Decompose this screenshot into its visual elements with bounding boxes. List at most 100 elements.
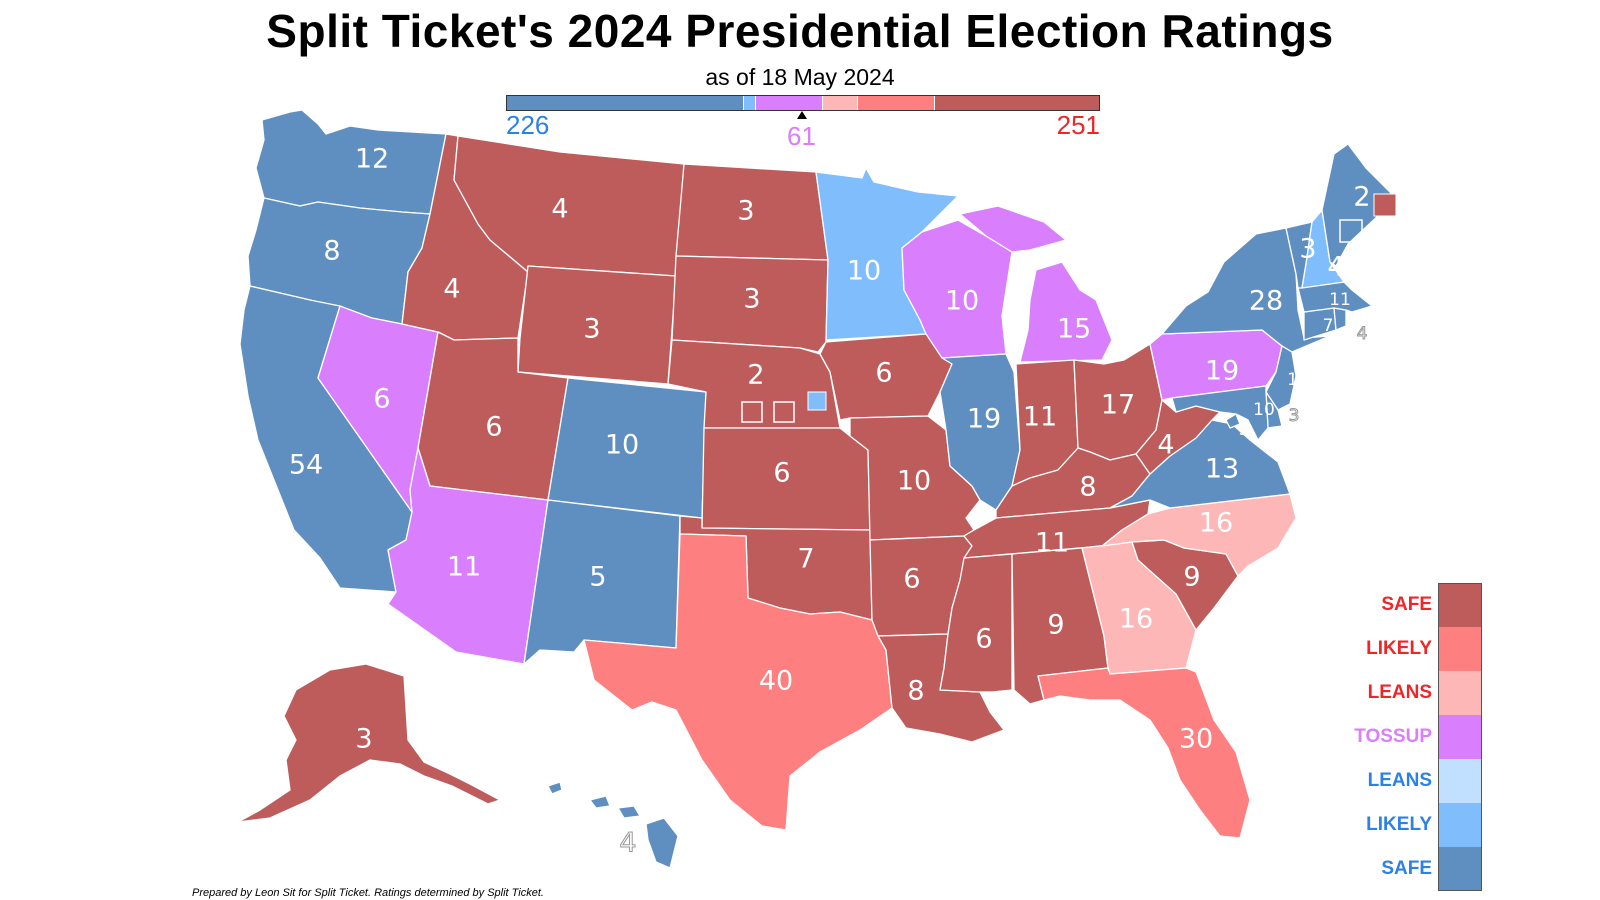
ev-label-wa: 12 xyxy=(355,144,389,175)
ev-label-hi: 4 xyxy=(619,828,636,859)
state-wi[interactable] xyxy=(901,219,1013,359)
ev-label-fl: 30 xyxy=(1179,724,1213,755)
ev-label-nm: 5 xyxy=(589,562,606,593)
ev-label-al: 9 xyxy=(1047,610,1064,641)
ev-label-va: 13 xyxy=(1205,454,1239,485)
ev-label-nh: 4 xyxy=(1327,252,1344,283)
ev-label-wy: 3 xyxy=(583,314,600,345)
ev-label-ma: 11 xyxy=(1329,290,1351,310)
legend-item-likely_d: LIKELY xyxy=(1350,803,1482,847)
legend-label: LIKELY xyxy=(1366,638,1432,659)
ev-label-il: 19 xyxy=(967,404,1001,435)
state-tx[interactable] xyxy=(583,533,893,831)
state-ri[interactable] xyxy=(1333,307,1347,331)
ev-label-id: 4 xyxy=(443,274,460,305)
ev-label-ny: 28 xyxy=(1249,286,1283,317)
ev-label-ar: 6 xyxy=(903,564,920,595)
rep-total: 251 xyxy=(1056,110,1100,140)
legend-swatch xyxy=(1438,583,1482,627)
dem-total: 226 xyxy=(506,110,550,140)
legend-item-tossup: TOSSUP xyxy=(1350,715,1482,759)
state-hi[interactable] xyxy=(547,781,679,869)
state-fl[interactable] xyxy=(1037,667,1251,839)
ev-label-tn: 11 xyxy=(1035,528,1069,559)
bar-segment-safe_r xyxy=(935,96,1099,110)
district-me2[interactable] xyxy=(1373,193,1397,217)
ev-label-mi: 15 xyxy=(1057,314,1091,345)
bar-segment-safe_d xyxy=(507,96,744,110)
ev-label-ia: 6 xyxy=(875,358,892,389)
legend-swatch xyxy=(1438,803,1482,847)
ev-label-mo: 10 xyxy=(897,466,931,497)
legend-item-safe_r: SAFE xyxy=(1350,583,1482,627)
legend-label: TOSSUP xyxy=(1354,726,1432,747)
legend-label: LEANS xyxy=(1367,770,1432,791)
ev-label-ky: 8 xyxy=(1079,472,1096,503)
ev-label-ks: 6 xyxy=(773,458,790,489)
ev-label-or: 8 xyxy=(323,236,340,267)
legend-swatch xyxy=(1438,847,1482,891)
ev-label-la: 8 xyxy=(907,676,924,707)
legend-swatch xyxy=(1438,715,1482,759)
ev-label-ri: 4 xyxy=(1357,324,1368,344)
map-title: Split Ticket's 2024 Presidential Electio… xyxy=(266,5,1334,57)
ev-label-me: 2 xyxy=(1353,182,1370,213)
ev-label-ct: 7 xyxy=(1323,316,1334,336)
state-wa[interactable] xyxy=(255,109,447,215)
ev-label-ga: 16 xyxy=(1119,604,1153,635)
ev-label-ms: 6 xyxy=(975,624,992,655)
electoral-vote-bar xyxy=(506,95,1100,111)
bar-segment-likely_d xyxy=(743,96,756,110)
ev-label-nv: 6 xyxy=(373,384,390,415)
ev-label-ok: 7 xyxy=(797,544,814,575)
ev-label-sd: 3 xyxy=(743,284,760,315)
district-ne2[interactable] xyxy=(807,391,827,411)
ev-label-ne: 2 xyxy=(747,360,764,391)
district-box-ne3 xyxy=(773,401,795,423)
majority-marker-icon xyxy=(797,111,807,119)
bar-segment-likely_r xyxy=(857,96,935,110)
legend-label: LIKELY xyxy=(1366,814,1432,835)
state-ms[interactable] xyxy=(939,553,1013,693)
district-box-ne1 xyxy=(741,401,763,423)
ev-label-wv: 4 xyxy=(1157,430,1174,461)
legend-swatch xyxy=(1438,759,1482,803)
state-nc[interactable] xyxy=(1101,493,1297,577)
legend-item-safe_d: SAFE xyxy=(1350,847,1482,891)
tossup-total: 61 xyxy=(787,121,816,151)
state-ma[interactable] xyxy=(1297,281,1373,313)
ev-label-de: 3 xyxy=(1289,406,1300,426)
ev-label-ak: 3 xyxy=(355,724,372,755)
bar-segment-tossup xyxy=(755,96,823,110)
ev-label-co: 10 xyxy=(605,430,639,461)
legend-item-leans_d: LEANS xyxy=(1350,759,1482,803)
legend-label: SAFE xyxy=(1381,594,1432,615)
ev-label-wi: 10 xyxy=(945,286,979,317)
ev-label-md: 10 xyxy=(1253,400,1275,420)
state-nj[interactable] xyxy=(1265,345,1297,411)
ev-label-vt: 3 xyxy=(1299,234,1316,265)
ev-label-pa: 19 xyxy=(1205,356,1239,387)
legend-item-leans_r: LEANS xyxy=(1350,671,1482,715)
legend-label: LEANS xyxy=(1367,682,1432,703)
ev-label-sc: 9 xyxy=(1183,562,1200,593)
state-ak[interactable] xyxy=(237,663,501,823)
legend-swatch xyxy=(1438,671,1482,715)
ev-label-ut: 6 xyxy=(485,412,502,443)
state-wy[interactable] xyxy=(517,265,677,385)
state-mi[interactable] xyxy=(959,205,1113,363)
district-box-me1 xyxy=(1339,219,1363,243)
legend-swatch xyxy=(1438,627,1482,671)
ev-label-az: 11 xyxy=(447,552,481,583)
credit-text: Prepared by Leon Sit for Split Ticket. R… xyxy=(192,887,544,899)
ev-label-nj: 14 xyxy=(1287,370,1309,390)
bar-segment-leans_r xyxy=(822,96,858,110)
state-dc[interactable] xyxy=(1225,413,1241,429)
ev-label-nd: 3 xyxy=(737,196,754,227)
ev-label-tx: 40 xyxy=(759,666,793,697)
ev-label-nc: 16 xyxy=(1199,508,1233,539)
state-md[interactable] xyxy=(1171,385,1269,441)
map-subtitle: as of 18 May 2024 xyxy=(705,64,895,90)
ev-label-dc: 3 xyxy=(1239,420,1250,440)
state-il[interactable] xyxy=(939,353,1021,511)
